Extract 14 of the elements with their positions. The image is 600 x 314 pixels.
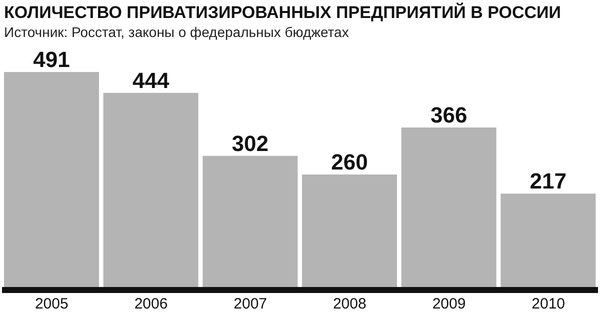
x-tick-label: 2005 xyxy=(34,296,68,313)
chart-title: КОЛИЧЕСТВО ПРИВАТИЗИРОВАННЫХ ПРЕДПРИЯТИЙ В РОССИИ xyxy=(4,2,561,24)
data-label: 491 xyxy=(33,47,70,72)
x-tick-label: 2010 xyxy=(532,296,566,313)
x-tick-label: 2009 xyxy=(432,296,466,313)
data-label: 302 xyxy=(232,130,269,156)
x-tick-label: 2007 xyxy=(234,296,268,313)
data-label: 366 xyxy=(430,102,468,128)
x-tick-label: 2006 xyxy=(134,296,168,313)
data-label: 260 xyxy=(331,150,368,175)
data-label: 217 xyxy=(530,168,567,194)
chart-subtitle: Источник: Росстат, законы о федеральных бюджетах xyxy=(4,24,349,40)
x-tick-label: 2008 xyxy=(332,296,366,313)
data-label: 444 xyxy=(132,68,170,93)
